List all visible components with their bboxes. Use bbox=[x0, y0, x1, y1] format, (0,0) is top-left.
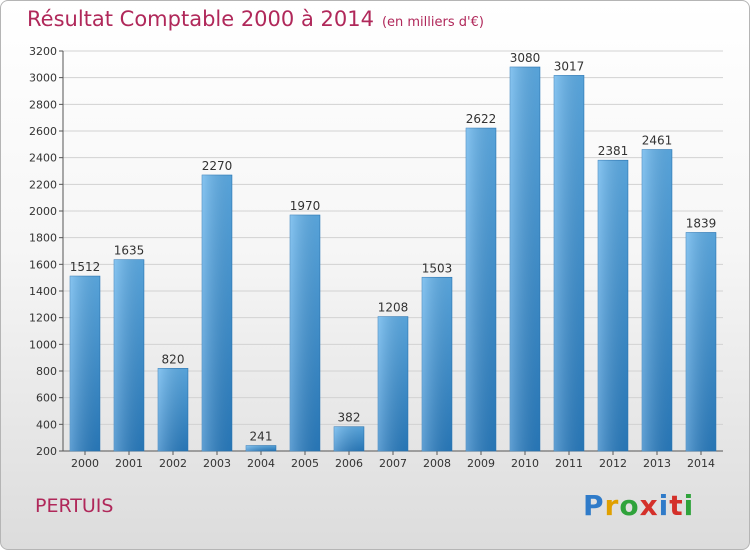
logo-letter: i bbox=[683, 489, 695, 522]
bar-shade-2009 bbox=[466, 128, 496, 452]
logo-letter: o bbox=[619, 489, 640, 522]
chart-subtitle: (en milliers d'€) bbox=[381, 15, 484, 30]
data-label-2011: 3017 bbox=[554, 59, 585, 73]
y-tick-label: 3200 bbox=[29, 45, 57, 58]
data-label-2007: 1208 bbox=[378, 301, 409, 315]
y-tick-label: 2600 bbox=[29, 125, 57, 138]
bar-shade-2007 bbox=[378, 316, 408, 451]
y-tick-label: 1800 bbox=[29, 232, 57, 245]
chart-title-text: Résultat Comptable 2000 à 2014 bbox=[27, 7, 374, 31]
y-tick-label: 1200 bbox=[29, 312, 57, 325]
y-tick-label: 2000 bbox=[29, 205, 57, 218]
bar-shade-2002 bbox=[158, 368, 188, 451]
proxiti-logo[interactable]: Proxiti bbox=[583, 489, 694, 522]
logo-letter: x bbox=[639, 489, 659, 522]
y-tick-label: 1400 bbox=[29, 285, 57, 298]
bar-shade-2005 bbox=[290, 215, 320, 451]
x-tick-label-2000: 2000 bbox=[71, 457, 99, 470]
x-tick-label-2011: 2011 bbox=[555, 457, 583, 470]
logo-letter: t bbox=[669, 489, 684, 522]
chart-title: Résultat Comptable 2000 à 2014 (en millie… bbox=[27, 7, 484, 31]
bar-shade-2010 bbox=[510, 67, 540, 451]
x-tick-label-2005: 2005 bbox=[291, 457, 319, 470]
y-tick-label: 400 bbox=[36, 418, 57, 431]
data-label-2013: 2461 bbox=[642, 134, 673, 148]
x-tick-label-2004: 2004 bbox=[247, 457, 275, 470]
data-label-2000: 1512 bbox=[70, 260, 101, 274]
y-tick-label: 800 bbox=[36, 365, 57, 378]
x-tick-label-2012: 2012 bbox=[599, 457, 627, 470]
x-tick-label-2008: 2008 bbox=[423, 457, 451, 470]
bar-shade-2006 bbox=[334, 426, 364, 451]
x-tick-label-2013: 2013 bbox=[643, 457, 671, 470]
logo-letter: i bbox=[658, 489, 670, 522]
bar-shade-2004 bbox=[246, 445, 276, 451]
bar-shade-2000 bbox=[70, 276, 100, 451]
bar-shade-2001 bbox=[114, 259, 144, 451]
data-label-2001: 1635 bbox=[114, 244, 145, 258]
bar-shade-2011 bbox=[554, 75, 584, 452]
data-label-2006: 382 bbox=[338, 411, 361, 425]
y-tick-label: 2800 bbox=[29, 98, 57, 111]
data-label-2003: 2270 bbox=[202, 159, 233, 173]
y-tick-label: 200 bbox=[36, 445, 57, 458]
logo-letter: r bbox=[604, 489, 620, 522]
y-tick-label: 3000 bbox=[29, 72, 57, 85]
x-tick-label-2003: 2003 bbox=[203, 457, 231, 470]
axes: 200 400 600 800 1000 1200 1400 1600 1800 2000 2200… bbox=[29, 45, 723, 470]
logo-letter: P bbox=[583, 489, 605, 522]
bars bbox=[69, 66, 717, 452]
data-label-2002: 820 bbox=[162, 352, 185, 366]
data-labels: 1512 1635 820 2270 241 1970 382 1208 1503 2622 308… bbox=[70, 51, 717, 444]
x-tick-label-2002: 2002 bbox=[159, 457, 187, 470]
bar-shade-2013 bbox=[642, 149, 672, 452]
data-label-2009: 2622 bbox=[466, 112, 497, 126]
y-tick-label: 1600 bbox=[29, 258, 57, 271]
x-tick-label-2009: 2009 bbox=[467, 457, 495, 470]
y-tick-label: 2200 bbox=[29, 178, 57, 191]
y-tick-label: 600 bbox=[36, 392, 57, 405]
bar-shade-2008 bbox=[422, 277, 452, 451]
x-tick-label-2010: 2010 bbox=[511, 457, 539, 470]
y-tick-label: 2400 bbox=[29, 152, 57, 165]
y-tick-label: 1000 bbox=[29, 338, 57, 351]
x-tick-label-2006: 2006 bbox=[335, 457, 363, 470]
bar-shade-2012 bbox=[598, 160, 628, 451]
place-name: PERTUIS bbox=[35, 495, 114, 517]
bar-shade-2003 bbox=[202, 175, 232, 451]
data-label-2012: 2381 bbox=[598, 144, 629, 158]
x-tick-label-2007: 2007 bbox=[379, 457, 407, 470]
x-tick-label-2001: 2001 bbox=[115, 457, 143, 470]
x-tick-label-2014: 2014 bbox=[687, 457, 715, 470]
data-label-2010: 3080 bbox=[510, 51, 541, 65]
data-label-2008: 1503 bbox=[422, 261, 453, 275]
bar-shade-2014 bbox=[686, 232, 716, 451]
data-label-2005: 1970 bbox=[290, 199, 321, 213]
data-label-2014: 1839 bbox=[686, 216, 717, 230]
data-label-2004: 241 bbox=[250, 430, 273, 444]
